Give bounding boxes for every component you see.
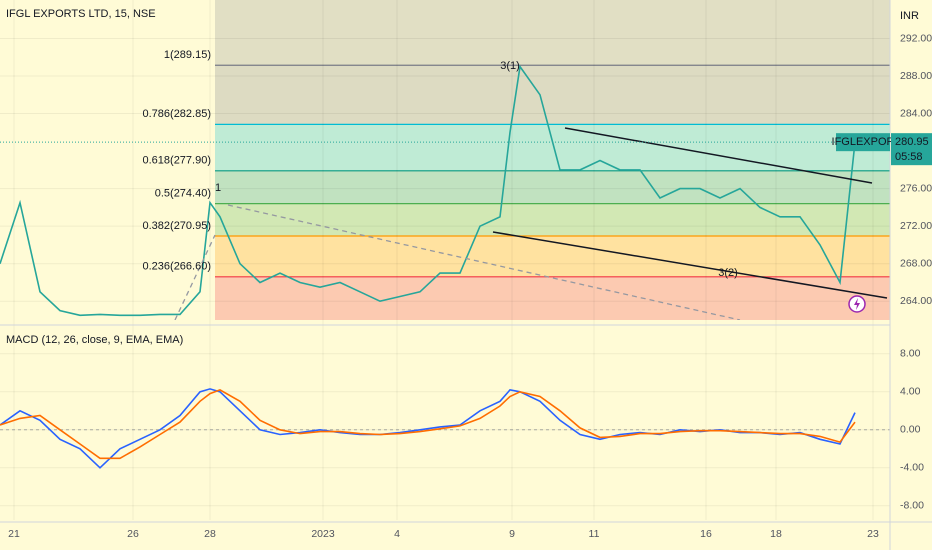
series-tag — [836, 133, 890, 152]
y-tick-label: 264.00 — [900, 295, 932, 307]
fib-label: 0.382(270.95) — [143, 220, 212, 232]
trend-line — [564, 127, 873, 184]
y-tick-label: 288.00 — [900, 70, 932, 82]
y-tick-label: -4.00 — [900, 462, 924, 474]
fib-zone — [215, 236, 890, 277]
fib-zones — [215, 0, 890, 320]
fib-label: 0.5(274.40) — [155, 188, 211, 200]
series-line — [0, 64, 856, 317]
price-tag-label: 280.95 — [895, 136, 929, 148]
chart-title: IFGL EXPORTS LTD, 15, NSE — [6, 8, 156, 20]
fib-zone — [215, 276, 890, 320]
price-tag-time: 05:58 — [895, 151, 923, 163]
x-tick-label: 18 — [770, 528, 782, 540]
wave-label: 3(1) — [500, 60, 520, 72]
fib-label: 0.786(282.85) — [143, 108, 212, 120]
x-tick-label: 28 — [204, 528, 216, 540]
dashed-line — [174, 234, 216, 320]
y-tick-label: 4.00 — [900, 386, 921, 398]
y-tick-label: 8.00 — [900, 348, 921, 360]
y-tick-label: -8.00 — [900, 500, 924, 512]
series-tag-label: IFGLEXPOR — [832, 136, 895, 148]
trend-line — [492, 231, 888, 299]
drawings — [174, 127, 888, 320]
series-line — [0, 389, 856, 460]
x-tick-label: 21 — [8, 528, 20, 540]
alert-bolt — [854, 298, 860, 310]
grid — [0, 0, 890, 520]
y-tick-label: 276.00 — [900, 182, 932, 194]
wave-label: 1 — [215, 182, 221, 194]
x-tick-label: 16 — [700, 528, 712, 540]
fib-zone — [215, 124, 890, 171]
x-tick-label: 23 — [867, 528, 879, 540]
fib-zone — [215, 65, 890, 125]
axes: 264.00268.00272.00276.00284.00288.00292.… — [8, 32, 932, 540]
fib-label: 0.236(266.60) — [143, 261, 212, 273]
x-tick-label: 26 — [127, 528, 139, 540]
fib-zone — [215, 170, 890, 204]
dashed-line — [227, 204, 741, 320]
indicator-title: MACD (12, 26, close, 9, EMA, EMA) — [6, 334, 183, 346]
x-tick-label: 4 — [394, 528, 400, 540]
plot — [0, 64, 856, 469]
fib-zone — [215, 203, 890, 237]
currency-label: INR — [900, 10, 919, 22]
x-tick-label: 9 — [509, 528, 515, 540]
y-tick-label: 292.00 — [900, 32, 932, 44]
y-tick-label: 272.00 — [900, 220, 932, 232]
price-tag — [891, 133, 932, 166]
y-tick-label: 284.00 — [900, 107, 932, 119]
x-tick-label: 11 — [589, 528, 600, 540]
x-tick-label: 2023 — [311, 528, 335, 540]
y-tick-label: 0.00 — [900, 424, 921, 436]
fib-label: 0.618(277.90) — [143, 155, 212, 167]
fib-label: 1(289.15) — [164, 49, 211, 61]
wave-label: 3(2) — [718, 267, 738, 279]
fib-zone — [215, 0, 890, 66]
y-tick-label: 268.00 — [900, 257, 932, 269]
